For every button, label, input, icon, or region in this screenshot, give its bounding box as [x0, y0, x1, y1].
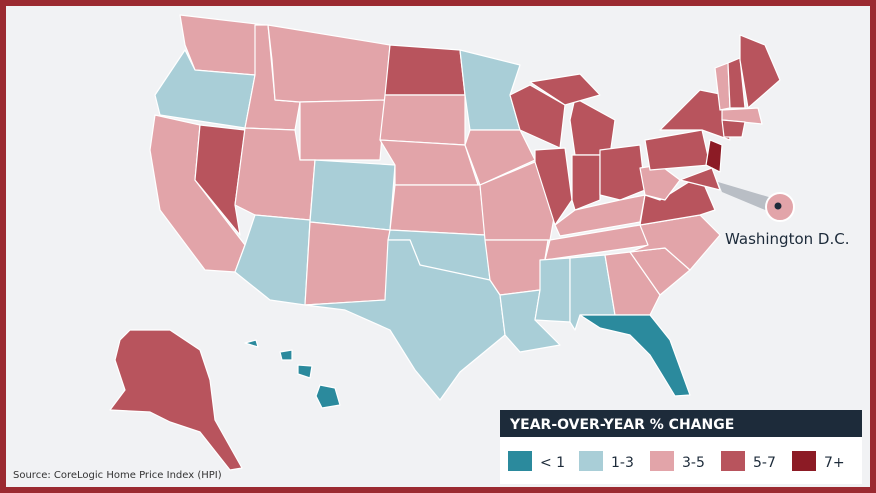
state [315, 384, 341, 409]
legend-label: 3-5 [682, 455, 705, 471]
state [464, 129, 536, 186]
state [727, 57, 746, 109]
state [529, 73, 601, 106]
legend-swatch [579, 451, 603, 471]
state [299, 99, 386, 161]
state [309, 159, 396, 231]
state [379, 94, 466, 146]
legend-header [500, 410, 862, 437]
state [571, 154, 601, 211]
state [721, 119, 746, 138]
state [534, 147, 573, 226]
legend-label: < 1 [540, 455, 565, 471]
state [604, 251, 661, 316]
state [739, 34, 781, 109]
legend-title: YEAR-OVER-YEAR % CHANGE [509, 417, 734, 433]
legend-items: < 1 1-3 3-5 5-7 7+ [508, 451, 845, 471]
state [534, 257, 571, 323]
state [384, 44, 466, 96]
callout-label: Washington D.C. [725, 230, 849, 248]
state [297, 364, 313, 379]
legend-swatch [721, 451, 745, 471]
state [639, 174, 716, 226]
legend-label: 5-7 [753, 455, 776, 471]
source: Source: CoreLogic Home Price Index (HPI) [13, 470, 222, 481]
dc-dot [774, 202, 782, 210]
states [109, 14, 781, 471]
legend-label: 1-3 [611, 455, 634, 471]
state [379, 139, 479, 186]
callout-beam [718, 182, 772, 212]
state [679, 167, 721, 191]
state [194, 124, 246, 236]
state [721, 107, 763, 125]
state [705, 139, 723, 173]
state [304, 221, 391, 306]
legend-swatch [650, 451, 674, 471]
state [279, 349, 293, 361]
legend-label: 7+ [824, 455, 845, 471]
legend-swatch [508, 451, 532, 471]
state [304, 239, 506, 401]
state [579, 314, 691, 397]
state [244, 339, 259, 348]
state [629, 214, 721, 271]
legend-swatch [792, 451, 816, 471]
state [599, 144, 646, 201]
state [479, 161, 556, 241]
state [484, 239, 549, 296]
state [509, 84, 566, 149]
state [389, 184, 486, 236]
state [109, 329, 243, 471]
